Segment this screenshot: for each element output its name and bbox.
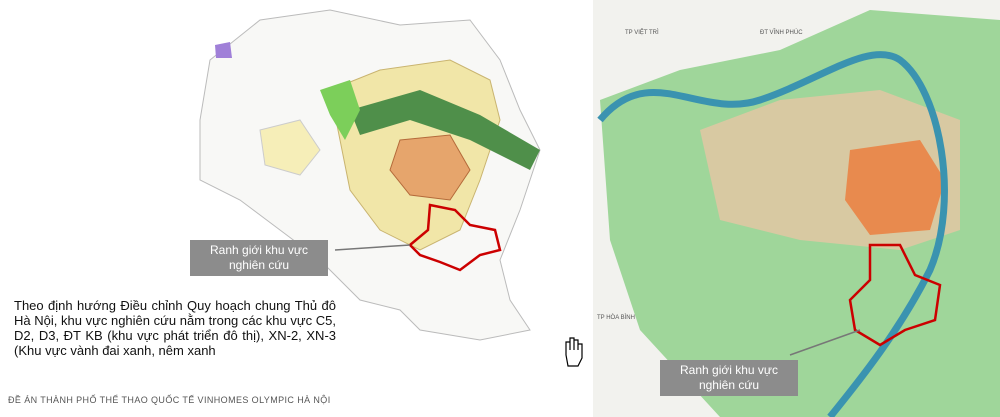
- callout-line-1: Ranh giới khu vực: [680, 363, 778, 377]
- core-area: [845, 140, 945, 235]
- callout-line-1: Ranh giới khu vực: [210, 243, 308, 257]
- callout-line-2: nghiên cứu: [228, 258, 290, 272]
- satellite-zone: [259, 119, 321, 176]
- marker: [215, 42, 232, 58]
- left-callout: Ranh giới khu vực nghiên cứu: [190, 240, 328, 276]
- place-label: TP HÒA BÌNH: [597, 315, 635, 321]
- green-wedge: [320, 80, 360, 140]
- core-zone: [389, 134, 471, 201]
- description: Theo định hướng Điều chỉnh Quy hoạch chu…: [14, 298, 336, 358]
- callout-line: [789, 329, 861, 356]
- study-boundary: [848, 243, 942, 347]
- hand-cursor-icon: [565, 337, 583, 367]
- footer: ĐỀ ÁN THÀNH PHỐ THỂ THAO QUỐC TẾ VINHOME…: [8, 395, 331, 405]
- green-belt: [350, 90, 540, 170]
- place-label: TP VIỆT TRÌ: [625, 30, 659, 36]
- study-boundary: [408, 203, 502, 272]
- right-map: [593, 0, 1000, 417]
- river: [597, 51, 948, 417]
- left-map: [199, 9, 541, 341]
- callout-line-2: nghiên cứu: [698, 378, 760, 392]
- callout-line: [334, 244, 411, 251]
- right-callout: Ranh giới khu vực nghiên cứu: [660, 360, 798, 396]
- place-label: ĐT VĨNH PHÚC: [760, 30, 803, 36]
